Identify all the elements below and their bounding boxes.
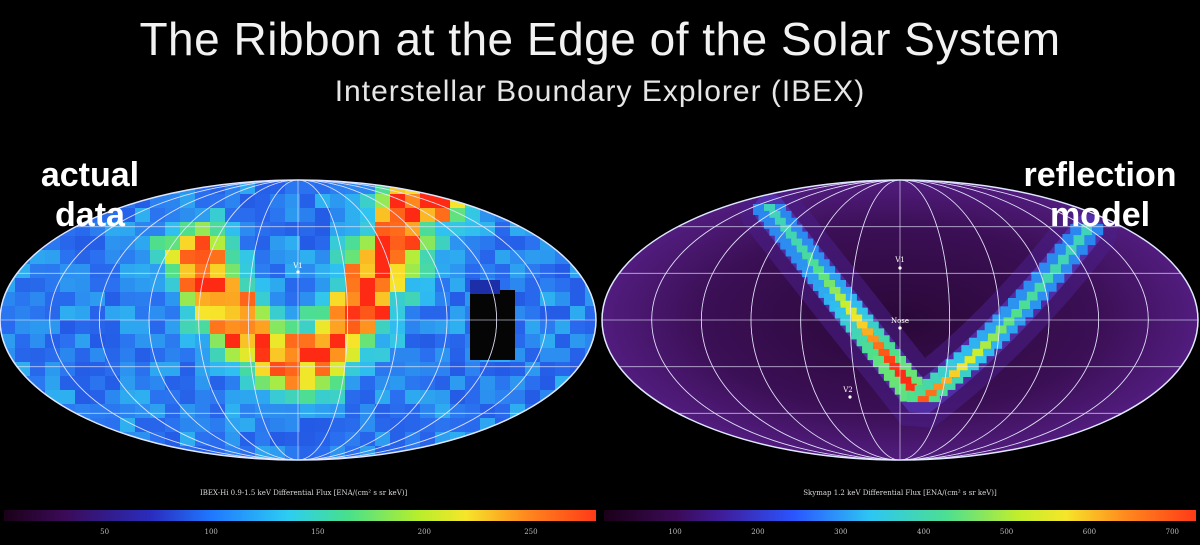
colorbar-tick: 600 <box>1082 528 1097 536</box>
colorbar-tick: 400 <box>916 528 931 536</box>
colorbar-tick: 150 <box>311 528 325 536</box>
v2-marker <box>848 395 852 399</box>
page-title: The Ribbon at the Edge of the Solar Syst… <box>139 13 1061 65</box>
nose-marker-label: Nose <box>891 317 909 325</box>
v1-marker-label: V1 <box>894 256 905 264</box>
actual-label-line: actual <box>40 156 140 194</box>
right-map-caption: Skymap 1.2 keV Differential Flux [ENA/(c… <box>803 489 997 497</box>
sky-maps: V1 V1 Nose V2 <box>0 179 1199 461</box>
reflection-model-map: V1 Nose V2 <box>601 179 1199 461</box>
v1-marker <box>296 270 300 274</box>
colorbar-tick: 100 <box>204 528 218 536</box>
left-colorbar <box>4 510 596 521</box>
left-map-caption: IBEX-Hi 0.9-1.5 keV Differential Flux [E… <box>200 489 408 497</box>
reflection-model-label: reflection model <box>1010 155 1190 235</box>
colorbar-tick: 50 <box>100 528 110 536</box>
right-colorbar <box>604 510 1196 521</box>
v1-marker <box>898 266 902 270</box>
model-label-line: model <box>1049 196 1151 234</box>
colorbar-tick: 100 <box>668 528 682 536</box>
colorbar-tick: 250 <box>524 528 538 536</box>
colorbar-tick: 300 <box>834 528 848 536</box>
right-colorbar-ticks: 100 200 300 400 500 600 700 <box>604 528 1196 540</box>
left-colorbar-ticks: 50 100 150 200 250 <box>4 528 596 540</box>
colorbar-tick: 500 <box>999 528 1014 536</box>
colorbar-tick: 700 <box>1165 528 1179 536</box>
nose-marker <box>898 326 902 330</box>
actual-data-label: actual data <box>30 155 150 235</box>
colorbar-tick: 200 <box>751 528 765 536</box>
v1-marker-label: V1 <box>292 262 303 270</box>
colorbar-tick: 200 <box>417 528 431 536</box>
page-subtitle: Interstellar Boundary Explorer (IBEX) <box>334 75 866 108</box>
v2-marker-label: V2 <box>842 386 853 394</box>
data-label-line: data <box>55 196 125 234</box>
reflection-label-line: reflection <box>1023 156 1177 194</box>
